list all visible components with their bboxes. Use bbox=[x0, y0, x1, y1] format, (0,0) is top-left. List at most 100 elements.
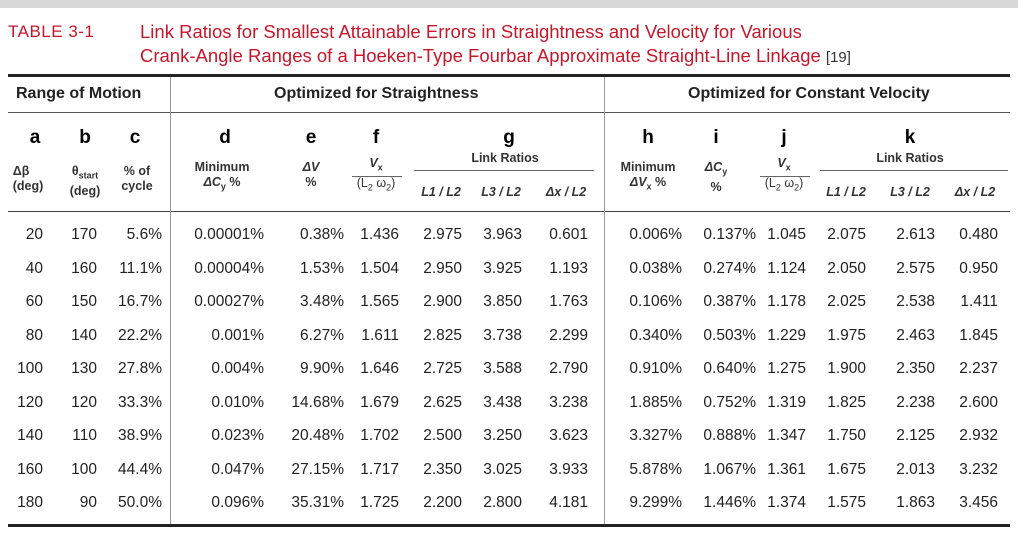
column-letter-c: c bbox=[129, 127, 141, 148]
cell-dx-l2-v: 0.950 bbox=[959, 259, 998, 277]
cell-percent-cycle: 33.3% bbox=[118, 393, 162, 411]
cell-percent-cycle: 11.1% bbox=[119, 259, 162, 277]
title-line-1: Link Ratios for Smallest Attainable Erro… bbox=[140, 21, 802, 42]
cell-l1-l2-v: 1.975 bbox=[827, 326, 866, 344]
cell-min-delta-cy: 0.00001% bbox=[194, 226, 264, 243]
cell-l1-l2: 2.500 bbox=[423, 427, 462, 444]
column-letter-a: a bbox=[29, 127, 41, 148]
cell-vx: 1.611 bbox=[361, 326, 399, 344]
cell-theta-start: 90 bbox=[79, 494, 97, 511]
cell-percent-cycle: 27.8% bbox=[118, 360, 162, 377]
cell-delta-v: 9.90% bbox=[300, 360, 344, 377]
column-letter-g: g bbox=[503, 127, 515, 148]
cell-l1-l2-v: 1.675 bbox=[827, 460, 866, 478]
subheader-dx-l2-velocity: Δx / L2 bbox=[954, 185, 996, 199]
table-row: 20 170 5.6% 0.00001% 0.38% 1.436 2.975 3.963 0.6… bbox=[0, 220, 1018, 254]
cell-vx-v: 1.178 bbox=[767, 293, 806, 310]
subheader-delta-cy: ΔCy% bbox=[704, 160, 728, 194]
cell-theta-start: 170 bbox=[71, 226, 97, 243]
table-bottom-rule bbox=[8, 524, 1010, 527]
cell-l3-l2-v: 2.013 bbox=[896, 460, 935, 478]
cell-l1-l2: 2.825 bbox=[423, 326, 462, 344]
cell-l1-l2-v: 2.050 bbox=[827, 259, 866, 277]
cell-theta-start: 130 bbox=[71, 360, 97, 377]
table-row: 60 150 16.7% 0.00027% 3.48% 1.565 2.900 3.850 1.… bbox=[0, 287, 1018, 321]
cell-l1-l2: 2.200 bbox=[423, 494, 462, 511]
cell-vx: 1.725 bbox=[360, 494, 399, 511]
cell-l3-l2-v: 2.538 bbox=[896, 293, 935, 310]
cell-vx: 1.436 bbox=[360, 226, 399, 243]
column-header-rule bbox=[8, 211, 1010, 212]
table-row: 100 130 27.8% 0.004% 9.90% 1.646 2.725 3.588 2.7… bbox=[0, 354, 1018, 388]
cell-dx-l2-v: 1.411 bbox=[960, 293, 998, 310]
range-of-motion-header: Range of Motion bbox=[16, 85, 142, 102]
subheader-l3-l2: L3 / L2 bbox=[481, 185, 521, 199]
table-row: 140 110 38.9% 0.023% 20.48% 1.702 2.500 3.250 3.… bbox=[0, 421, 1018, 455]
cell-theta-start: 160 bbox=[71, 259, 97, 277]
column-letter-f: f bbox=[372, 127, 380, 148]
cell-l1-l2-v: 2.025 bbox=[827, 293, 866, 310]
subheader-min-delta-cy: Minimum ΔCy % bbox=[194, 160, 250, 192]
column-letter-e: e bbox=[305, 127, 317, 148]
cell-vx-v: 1.229 bbox=[767, 326, 806, 344]
cell-l3-l2: 3.925 bbox=[483, 259, 522, 277]
cell-dx-l2-v: 2.237 bbox=[959, 360, 998, 377]
cell-l1-l2-v: 1.575 bbox=[827, 494, 866, 511]
range-separator bbox=[170, 77, 171, 524]
cell-vx-v: 1.275 bbox=[767, 360, 806, 377]
cell-dx-l2: 3.933 bbox=[549, 460, 588, 478]
reference: [19] bbox=[825, 49, 851, 66]
cell-dx-l2: 2.790 bbox=[549, 360, 588, 377]
cell-min-delta-vx: 0.006% bbox=[629, 226, 682, 243]
cell-percent-cycle: 44.4% bbox=[118, 460, 162, 478]
cell-l3-l2-v: 2.613 bbox=[896, 226, 935, 243]
cell-vx: 1.504 bbox=[360, 259, 399, 277]
group-header-rule bbox=[8, 112, 1010, 113]
cell-delta-beta: 120 bbox=[17, 393, 43, 411]
top-bar bbox=[0, 0, 1018, 8]
cell-delta-v: 0.38% bbox=[300, 226, 344, 243]
cell-delta-cy-v: 0.503% bbox=[703, 326, 756, 344]
title-line-2: Crank-Angle Ranges of a Hoeken-Type Four… bbox=[140, 45, 821, 66]
cell-l3-l2: 3.850 bbox=[483, 293, 522, 310]
cell-min-delta-vx: 9.299% bbox=[629, 494, 682, 511]
cell-min-delta-cy: 0.023% bbox=[211, 427, 264, 444]
subheader-min-delta-vx: Minimum ΔVx % bbox=[620, 160, 676, 192]
cell-l3-l2: 3.250 bbox=[483, 427, 522, 444]
vx-velocity-fraction-line bbox=[760, 176, 810, 177]
table-row: 180 90 50.0% 0.096% 35.31% 1.725 2.200 2.800 4.1… bbox=[0, 488, 1018, 522]
optimized-velocity-header: Optimized for Constant Velocity bbox=[688, 85, 930, 102]
column-letter-j: j bbox=[781, 127, 787, 148]
table-row: 80 140 22.2% 0.001% 6.27% 1.611 2.825 3.738 2.29… bbox=[0, 321, 1018, 355]
link-ratios-title-straightness: Link Ratios bbox=[471, 151, 539, 165]
cell-min-delta-vx: 0.106% bbox=[629, 293, 682, 310]
cell-percent-cycle: 16.7% bbox=[118, 293, 162, 310]
cell-min-delta-vx: 0.910% bbox=[629, 360, 682, 377]
cell-dx-l2: 1.763 bbox=[549, 293, 588, 310]
cell-delta-cy-v: 0.387% bbox=[703, 293, 756, 310]
cell-min-delta-cy: 0.00027% bbox=[194, 293, 264, 310]
cell-dx-l2: 4.181 bbox=[549, 494, 588, 511]
cell-vx-v: 1.124 bbox=[767, 259, 806, 277]
cell-l3-l2-v: 2.463 bbox=[896, 326, 935, 344]
subheader-dx-l2: Δx / L2 bbox=[545, 185, 587, 199]
cell-theta-start: 140 bbox=[71, 326, 97, 344]
link-ratios-rule-straightness bbox=[414, 170, 594, 171]
cell-dx-l2-v: 2.932 bbox=[959, 427, 998, 444]
cell-l1-l2: 2.950 bbox=[423, 259, 462, 277]
cell-vx: 1.565 bbox=[360, 293, 399, 310]
cell-l3-l2-v: 2.125 bbox=[896, 427, 935, 444]
cell-theta-start: 120 bbox=[71, 393, 97, 411]
cell-l1-l2-v: 1.825 bbox=[827, 393, 866, 411]
cell-dx-l2: 0.601 bbox=[549, 226, 588, 243]
cell-delta-v: 3.48% bbox=[300, 293, 344, 310]
cell-l3-l2: 3.025 bbox=[483, 460, 522, 478]
cell-vx-v: 1.361 bbox=[767, 460, 806, 478]
cell-vx: 1.717 bbox=[360, 460, 399, 478]
cell-delta-cy-v: 1.446% bbox=[703, 494, 756, 511]
table-row: 40 160 11.1% 0.00004% 1.53% 1.504 2.950 3.925 1.… bbox=[0, 254, 1018, 288]
cell-dx-l2-v: 2.600 bbox=[959, 393, 998, 411]
subheader-delta-beta: Δβ (deg) bbox=[12, 164, 44, 193]
cell-delta-v: 27.15% bbox=[291, 460, 344, 478]
cell-min-delta-cy: 0.001% bbox=[211, 326, 264, 344]
